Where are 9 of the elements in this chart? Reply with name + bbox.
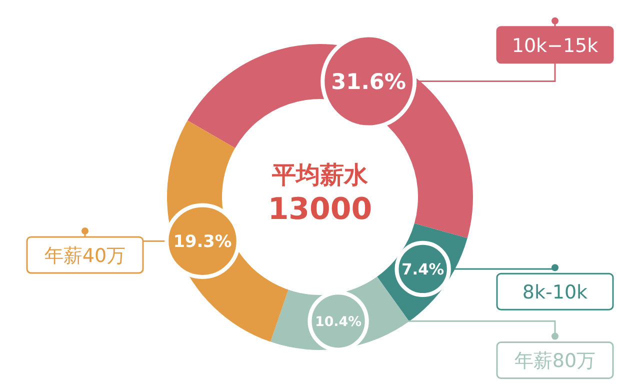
center: 平均薪水 13000 [268,161,372,227]
legend-label: 年薪40万 [44,244,126,267]
legend-label: 年薪80万 [514,350,596,372]
legend-label: 10k−15k [512,34,598,57]
legend-label: 8k-10k [522,282,588,304]
data-label: 19.3% [173,231,232,252]
data-label: 10.4% [315,314,362,330]
data-label: 31.6% [331,70,406,96]
data-label: 7.4% [402,260,444,278]
